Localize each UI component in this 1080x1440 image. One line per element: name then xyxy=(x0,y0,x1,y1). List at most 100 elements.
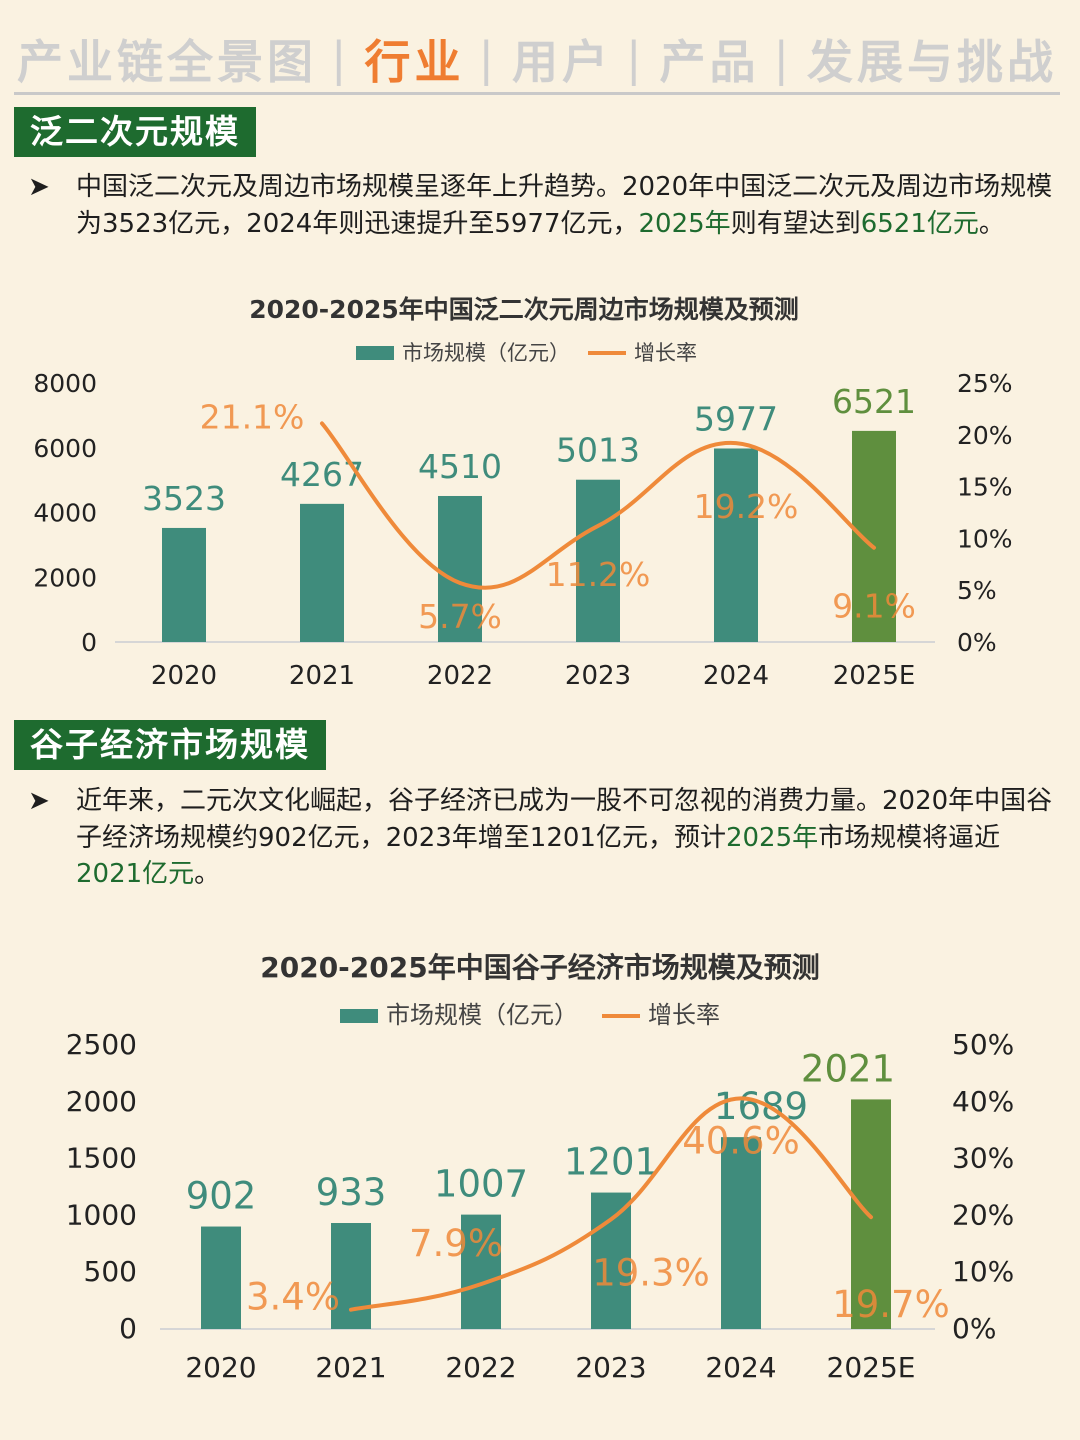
growth-rate-label: 3.4% xyxy=(246,1276,340,1319)
bar xyxy=(591,1192,631,1329)
bullet-arrow-icon: ➤ xyxy=(28,786,50,816)
growth-rate-label: 7.9% xyxy=(409,1222,503,1265)
bar xyxy=(576,479,620,642)
x-axis-tick: 2023 xyxy=(575,1351,646,1384)
legend-label-line: 增长率 xyxy=(634,341,697,365)
highlight-text: 6521亿元 xyxy=(860,208,979,239)
bar-value-label: 1201 xyxy=(564,1141,658,1184)
x-axis-tick: 2025E xyxy=(827,1351,916,1384)
bar-value-label: 5977 xyxy=(694,399,778,438)
body-text: 。 xyxy=(194,859,221,889)
chart-title: 2020-2025年中国泛二次元周边市场规模及预测 xyxy=(249,295,799,324)
growth-rate-label: 19.2% xyxy=(694,487,799,526)
chart-title: 2020-2025年中国谷子经济市场规模及预测 xyxy=(260,951,819,984)
nav-item-users[interactable]: 用户 xyxy=(512,35,612,89)
y-axis-left-tick: 2000 xyxy=(33,563,97,592)
y-axis-right-tick: 50% xyxy=(952,1028,1014,1061)
top-nav: 产业链全景图 | 行业 | 用户 | 产品 | 发展与挑战 xyxy=(14,28,1060,90)
bar-value-label: 3523 xyxy=(142,479,226,518)
nav-item-products[interactable]: 产品 xyxy=(659,35,760,89)
body-text: 则有望达到 xyxy=(730,208,861,239)
x-axis-tick: 2024 xyxy=(703,661,769,691)
bullet-arrow-icon: ➤ xyxy=(28,172,50,202)
y-axis-right-tick: 0% xyxy=(952,1312,996,1345)
bar xyxy=(438,495,482,642)
bar xyxy=(851,1099,891,1329)
nav-separator: | xyxy=(626,32,646,86)
growth-rate-label: 5.7% xyxy=(418,597,502,636)
x-axis-tick: 2022 xyxy=(427,661,493,691)
growth-rate-label: 9.1% xyxy=(832,587,916,626)
y-axis-right-tick: 10% xyxy=(952,1255,1014,1288)
bar-value-label: 933 xyxy=(316,1171,387,1214)
bar-value-label: 1007 xyxy=(434,1163,528,1206)
bar-value-label: 1689 xyxy=(714,1085,808,1128)
y-axis-right-tick: 20% xyxy=(957,421,1013,450)
x-axis-tick: 2020 xyxy=(185,1351,256,1384)
x-axis-tick: 2025E xyxy=(833,661,916,691)
section-title-goods-economy: 谷子经济市场规模 xyxy=(14,720,326,770)
bar xyxy=(201,1226,241,1329)
bar-value-label: 6521 xyxy=(832,382,916,421)
highlight-text: 2025年 xyxy=(638,208,731,239)
bar xyxy=(300,503,344,642)
nav-separator: | xyxy=(478,32,498,86)
bar-value-label: 4267 xyxy=(280,455,364,494)
nav-separator: | xyxy=(331,32,351,86)
x-axis-tick: 2021 xyxy=(315,1351,386,1384)
nav-separator: | xyxy=(773,32,793,86)
y-axis-right-tick: 0% xyxy=(957,628,997,657)
section-paragraph-goods-economy: ➤ 近年来，二元次文化崛起，谷子经济已成为一股不可忽视的消费力量。2020年中国… xyxy=(28,783,1062,893)
nav-item-chain[interactable]: 产业链全景图 xyxy=(17,35,317,89)
body-text: 市场规模将逼近 xyxy=(818,822,1001,853)
x-axis-tick: 2024 xyxy=(705,1351,776,1384)
legend-label-bar: 市场规模（亿元） xyxy=(386,1001,578,1029)
growth-rate-label: 19.7% xyxy=(832,1283,950,1326)
bar-value-label: 902 xyxy=(186,1175,257,1218)
y-axis-right-tick: 10% xyxy=(957,524,1013,553)
body-text: 中国泛二次元及周边市场规模呈逐年上升趋势。2020年中国泛二次元及周边市场规模为… xyxy=(76,172,1053,239)
highlight-text: 2021亿元 xyxy=(76,859,195,889)
growth-rate-label: 40.6% xyxy=(682,1119,800,1162)
y-axis-right-tick: 5% xyxy=(957,576,997,605)
y-axis-right-tick: 20% xyxy=(952,1198,1014,1231)
x-axis-tick: 2023 xyxy=(565,661,631,691)
y-axis-left-tick: 0 xyxy=(81,628,97,657)
bar-value-label: 2021 xyxy=(801,1047,895,1090)
y-axis-left-tick: 1000 xyxy=(66,1198,137,1231)
bar-value-label: 5013 xyxy=(556,431,640,470)
body-text: 。 xyxy=(978,208,1005,239)
bar xyxy=(461,1214,501,1329)
bar xyxy=(721,1137,761,1329)
growth-rate-line xyxy=(320,421,876,590)
nav-divider xyxy=(14,92,1060,95)
bar xyxy=(162,527,206,642)
nav-item-industry[interactable]: 行业 xyxy=(364,35,465,89)
paragraph-text: 中国泛二次元及周边市场规模呈逐年上升趋势。2020年中国泛二次元及周边市场规模为… xyxy=(76,169,1062,242)
growth-rate-label: 11.2% xyxy=(546,555,651,594)
highlight-text: 2025年 xyxy=(725,822,819,853)
x-axis-tick: 2020 xyxy=(151,661,217,691)
section-title-acg: 泛二次元规模 xyxy=(14,107,256,157)
y-axis-right-tick: 25% xyxy=(957,369,1013,398)
nav-item-challenges[interactable]: 发展与挑战 xyxy=(807,35,1057,89)
y-axis-right-tick: 30% xyxy=(952,1142,1014,1175)
y-axis-left-tick: 500 xyxy=(84,1255,137,1288)
y-axis-left-tick: 0 xyxy=(119,1312,137,1345)
y-axis-left-tick: 2500 xyxy=(66,1028,137,1061)
legend-swatch-bar xyxy=(356,346,394,360)
x-axis-tick: 2021 xyxy=(289,661,355,691)
y-axis-left-tick: 1500 xyxy=(66,1142,137,1175)
legend-label-bar: 市场规模（亿元） xyxy=(402,341,570,365)
growth-rate-line xyxy=(349,1096,873,1312)
legend-label-line: 增长率 xyxy=(648,1001,720,1029)
y-axis-left-tick: 8000 xyxy=(33,369,97,398)
x-axis-tick: 2022 xyxy=(445,1351,516,1384)
y-axis-left-tick: 6000 xyxy=(33,434,97,463)
growth-rate-label: 19.3% xyxy=(592,1251,710,1294)
legend-swatch-bar xyxy=(340,1009,378,1023)
section-paragraph-acg: ➤ 中国泛二次元及周边市场规模呈逐年上升趋势。2020年中国泛二次元及周边市场规… xyxy=(28,169,1062,242)
y-axis-right-tick: 15% xyxy=(957,473,1013,502)
